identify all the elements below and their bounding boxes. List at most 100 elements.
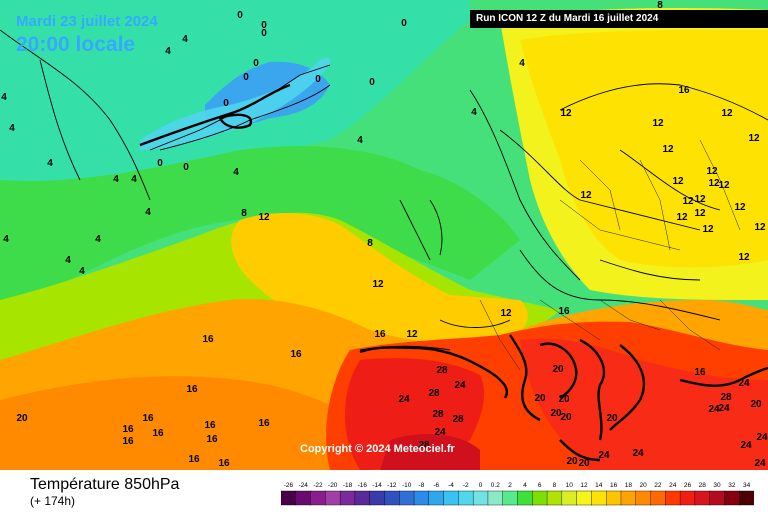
isotherm-label: 24 <box>598 450 610 461</box>
isotherm-label: 20 <box>534 393 546 404</box>
isotherm-label: 4 <box>95 234 101 245</box>
legend-value-label: -4 <box>448 482 454 489</box>
isotherm-label: 12 <box>748 133 760 144</box>
isotherm-label: 0 <box>183 162 189 173</box>
isotherm-label: 24 <box>754 458 766 469</box>
legend-color-swatch <box>472 490 489 506</box>
isotherm-label: 4 <box>233 167 239 178</box>
legend-value-label: 26 <box>684 482 692 489</box>
isotherm-label: 20 <box>750 399 762 410</box>
isotherm-label: 4 <box>113 174 119 185</box>
isotherm-label: 12 <box>734 202 746 213</box>
isotherm-label: 16 <box>290 349 302 360</box>
legend-value-label: -6 <box>433 482 439 489</box>
copyright-text: Copyright © 2024 Meteociel.fr <box>300 443 455 455</box>
legend-value-label: 0 <box>479 482 483 489</box>
isotherm-label: 8 <box>241 208 247 219</box>
legend-color-swatch <box>369 490 386 506</box>
isotherm-label: 12 <box>721 108 733 119</box>
isotherm-label: 28 <box>432 409 444 420</box>
legend-color-swatch <box>739 490 754 506</box>
isotherm-label: 4 <box>131 174 137 185</box>
legend-color-swatch <box>709 490 726 506</box>
isotherm-label: 12 <box>372 279 384 290</box>
legend-value-label: -20 <box>328 482 338 489</box>
legend-value-label: 22 <box>654 482 662 489</box>
legend-value-label: -8 <box>419 482 425 489</box>
legend-color-swatch <box>561 490 578 506</box>
legend-color-swatch <box>517 490 533 506</box>
legend-color-swatch <box>354 490 371 506</box>
legend-value-label: -12 <box>387 482 397 489</box>
isotherm-label: 16 <box>142 413 154 424</box>
forecast-lead-time: (+ 174h) <box>30 494 76 508</box>
legend-color-swatch <box>443 490 460 506</box>
isotherm-label: 12 <box>258 212 270 223</box>
borders <box>479 139 741 371</box>
legend-value-label: -2 <box>463 482 469 489</box>
isotherm-label: 12 <box>662 144 674 155</box>
isotherm-label: 24 <box>632 448 644 459</box>
legend-color-swatch <box>502 490 519 506</box>
legend-color-swatch <box>428 490 445 506</box>
legend-color-swatch <box>339 490 356 506</box>
isotherm-label: 16 <box>202 334 214 345</box>
isotherm-label: 4 <box>47 158 53 169</box>
isotherm-label: 8 <box>657 0 663 11</box>
isotherm-label: 16 <box>374 329 386 340</box>
balkan-red-zone <box>520 338 768 470</box>
isotherm-label: 0 <box>243 72 249 83</box>
isotherm-label: 20 <box>578 458 590 469</box>
isotherm-label: 24 <box>756 432 768 443</box>
isotherm-label: 12 <box>754 222 766 233</box>
isotherm-label: 24 <box>454 380 466 391</box>
isotherm-label: 4 <box>65 255 71 266</box>
isotherm-label: 8 <box>367 238 373 249</box>
legend-color-swatch <box>487 490 504 506</box>
isotherm-label: 24 <box>398 394 410 405</box>
legend-value-label: 12 <box>580 482 588 489</box>
legend-color-swatch <box>679 490 696 506</box>
legend-value-label: -16 <box>358 482 368 489</box>
legend-color-swatch <box>620 490 637 506</box>
isotherm-label: 12 <box>682 196 694 207</box>
legend-value-label: 14 <box>595 482 603 489</box>
legend-value-label: 20 <box>640 482 648 489</box>
isotherm-label: 20 <box>560 412 572 423</box>
legend-color-swatch <box>546 490 563 506</box>
isotherm-label: 12 <box>676 212 688 223</box>
isotherm-label: 4 <box>3 234 9 245</box>
isotherm-label: 0 <box>261 28 267 39</box>
legend-value-label: -24 <box>298 482 308 489</box>
legend-value-label: -18 <box>343 482 353 489</box>
legend-color-swatch <box>635 490 652 506</box>
legend-value-label: 2 <box>508 482 512 489</box>
isotherm-label: 0 <box>223 98 229 109</box>
isotherm-label: 12 <box>718 180 730 191</box>
isotherm-label: 16 <box>186 384 198 395</box>
isotherm-label: 24 <box>434 427 446 438</box>
legend-value-label: 18 <box>625 482 633 489</box>
isotherm-label: 12 <box>580 190 592 201</box>
isotherm-label: 4 <box>471 107 477 118</box>
isotherm-label: 12 <box>560 108 572 119</box>
isotherm-label: 24 <box>718 403 730 414</box>
legend-value-label: -22 <box>313 482 323 489</box>
isotherm-label: 0 <box>253 58 259 69</box>
legend-color-swatch <box>576 490 593 506</box>
isotherm-label: 4 <box>9 123 15 134</box>
isotherm-label: 12 <box>708 178 720 189</box>
isotherm-label: 4 <box>1 92 7 103</box>
legend-color-swatch <box>281 490 297 506</box>
legend-color-swatch <box>591 490 607 506</box>
legend-value-label: 8 <box>553 482 557 489</box>
legend-value-label: 10 <box>566 482 574 489</box>
valid-time: 20:00 locale <box>16 33 136 56</box>
isotherm-label: 28 <box>720 392 732 403</box>
isotherm-label: 0 <box>237 10 243 21</box>
isotherm-label: 12 <box>672 176 684 187</box>
legend-value-label: 28 <box>699 482 707 489</box>
legend-color-swatch <box>458 490 474 506</box>
legend-value-label: -10 <box>402 482 412 489</box>
